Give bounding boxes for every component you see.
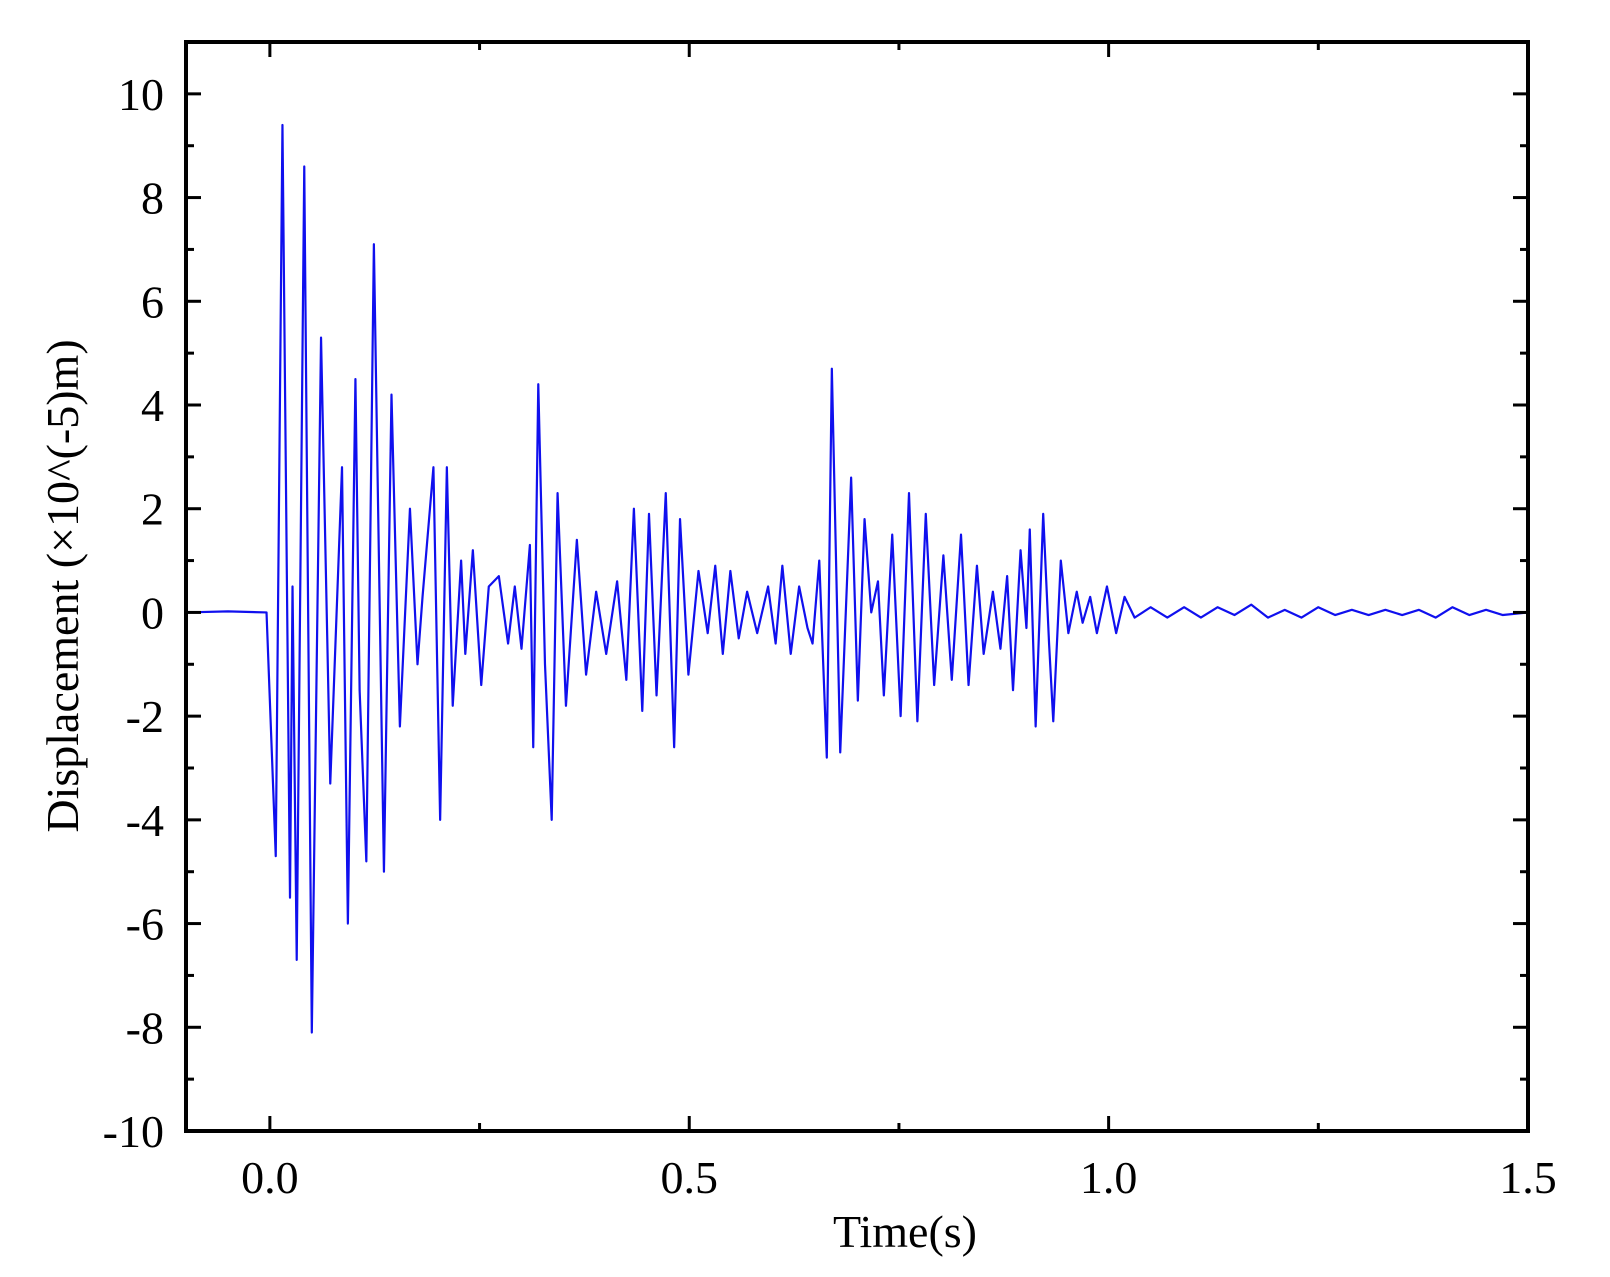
- plot-frame: [184, 40, 1530, 1133]
- y-tick-label: -6: [126, 899, 164, 950]
- y-axis-label: Displacement (×10^(-5)m): [37, 339, 88, 832]
- y-tick-label: 2: [141, 484, 164, 535]
- y-tick-label: -2: [126, 691, 164, 742]
- data-line: [185, 123, 1529, 1034]
- y-tick-label: 8: [141, 173, 164, 224]
- y-tick-label: 4: [141, 380, 164, 431]
- y-tick-label: -4: [126, 795, 164, 846]
- x-tick-label: 1.5: [1499, 1152, 1557, 1203]
- y-tick-label: 10: [118, 69, 164, 120]
- x-axis-label: Time(s): [833, 1206, 977, 1257]
- x-tick-label: 0.5: [661, 1152, 719, 1203]
- y-tick-label: -8: [126, 1002, 164, 1053]
- x-tick-label: 0.0: [241, 1152, 299, 1203]
- x-tick-label: 1.0: [1080, 1152, 1138, 1203]
- y-tick-label: 0: [141, 587, 164, 638]
- y-tick-label: -10: [103, 1106, 164, 1157]
- y-tick-label: 6: [141, 276, 164, 327]
